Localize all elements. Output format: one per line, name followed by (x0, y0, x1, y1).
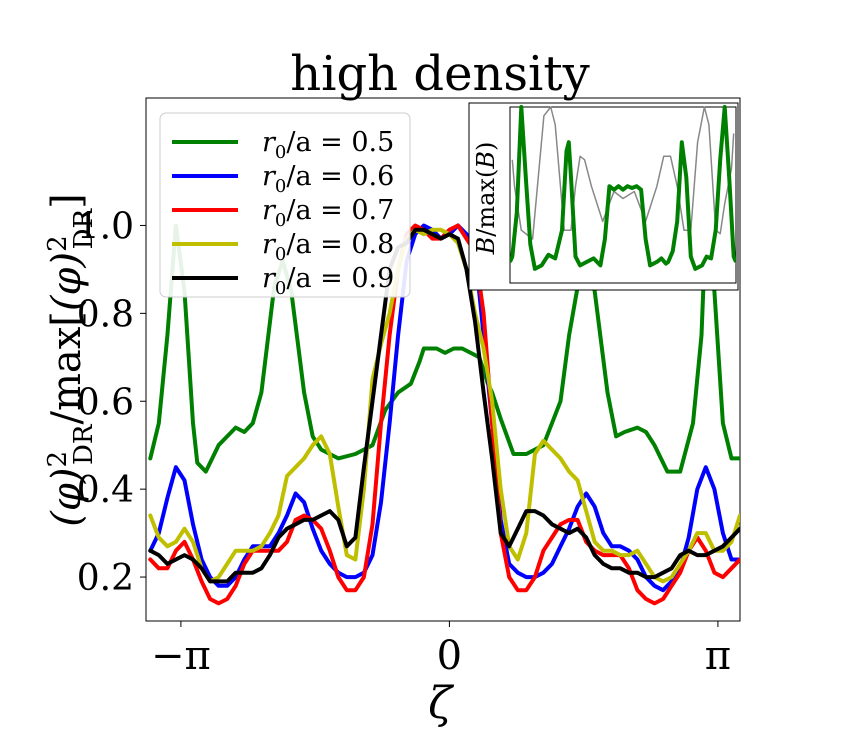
y-label-sub: DR (69, 423, 99, 465)
inset-ylabel-close: ) (472, 142, 500, 151)
inset: B/max(B) (468, 102, 739, 291)
x-tick-label-2: π (705, 633, 731, 679)
y-label-sup-2: 2 (43, 235, 73, 252)
x-axis-label: ζ (428, 678, 455, 729)
x-tick-label-1: 0 (437, 633, 462, 679)
x-tick-label-0: −π (151, 633, 211, 679)
legend-box (159, 112, 411, 298)
series-line-4 (148, 227, 740, 584)
y-tick-label-4: 1.0 (77, 206, 134, 247)
inset-plot-area (510, 105, 736, 271)
y-axis: 0.2 0.4 0.6 0.8 1.0 (77, 206, 146, 599)
legend: r0/a = 0.5r0/a = 0.6r0/a = 0.7r0/a = 0.8… (159, 112, 411, 299)
y-label-sub-2: DR (69, 207, 99, 249)
series-line-0 (148, 223, 740, 474)
x-axis: −π 0 π (151, 621, 731, 679)
inset-plot-frame (509, 106, 737, 284)
inset-y-axis-label: B/max(B) (472, 142, 500, 256)
inset-ylabel-b: B (472, 237, 500, 256)
legend-label-2: r0/a = 0.7 (262, 195, 394, 231)
plot-area (148, 223, 740, 606)
series-line-3 (148, 227, 740, 584)
legend-label-0: r0/a = 0.5 (262, 127, 394, 163)
y-label-phi-2: (φ) (44, 252, 90, 311)
y-tick-label-3: 0.8 (77, 294, 134, 335)
y-label-close: ] (44, 193, 90, 209)
inset-series-line-1 (510, 105, 736, 271)
plot-frame (145, 97, 741, 622)
y-axis-label: (φ)2DR/max[(φ)2DR] (43, 193, 99, 526)
inset-frame (468, 102, 739, 291)
y-label-max: /max[ (44, 311, 90, 424)
inset-series-line-0 (511, 106, 735, 240)
y-label-sup: 2 (43, 451, 73, 468)
y-tick-label-0: 0.2 (77, 558, 134, 599)
legend-label-4: r0/a = 0.9 (262, 263, 394, 299)
legend-label-3: r0/a = 0.8 (262, 229, 394, 265)
legend-label-1: r0/a = 0.6 (262, 161, 394, 197)
y-label-phi: (φ) (44, 467, 90, 526)
y-tick-label-1: 0.4 (77, 470, 134, 511)
inset-ylabel-b2: B (472, 151, 500, 170)
inset-ylabel-max: /max( (472, 169, 500, 237)
y-tick-label-2: 0.6 (77, 382, 134, 423)
chart-title: high density (290, 46, 590, 102)
